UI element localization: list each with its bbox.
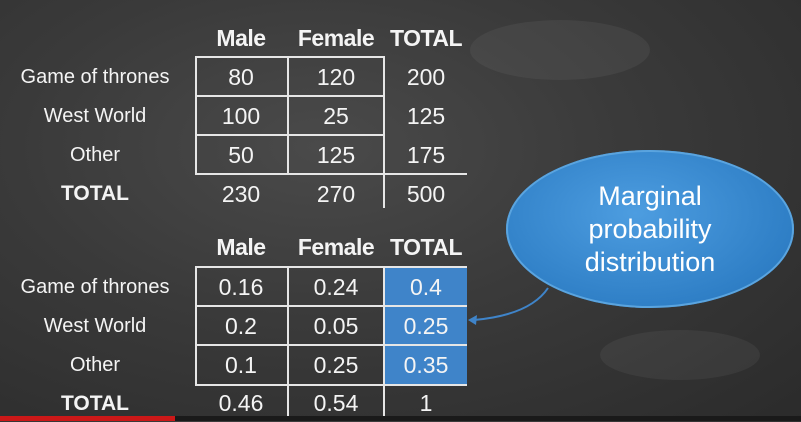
top-cell: 50 <box>228 141 254 168</box>
bottom-marginal-cell: 0.4 <box>410 273 442 300</box>
marginal-column-highlight <box>383 267 467 384</box>
callout-line-1: Marginal <box>598 180 702 211</box>
bottom-cell: 0.24 <box>313 273 359 300</box>
top-header-total: TOTAL <box>389 24 463 51</box>
video-progress-bar[interactable] <box>0 416 801 421</box>
top-cell: 80 <box>228 63 254 90</box>
top-cell: 120 <box>316 63 356 90</box>
table-grid-line <box>287 56 289 175</box>
bottom-cell: 0.05 <box>313 312 359 339</box>
bottom-row-label-west-world: West World <box>43 314 147 337</box>
bottom-total-cell: 0.46 <box>218 389 264 416</box>
table-grid-line <box>195 305 467 307</box>
table-grid-line <box>195 95 385 97</box>
table-grid-line <box>195 56 197 175</box>
top-cell: 100 <box>221 102 261 129</box>
table-grid-line <box>195 173 467 175</box>
table-grid-line <box>383 56 385 208</box>
bottom-row-label-other: Other <box>69 353 121 376</box>
bottom-total-cell: 1 <box>419 389 433 416</box>
bottom-cell: 0.25 <box>313 351 359 378</box>
bottom-cell: 0.1 <box>225 351 257 378</box>
bottom-header-total: TOTAL <box>389 233 463 260</box>
top-row-label-west-world: West World <box>43 104 147 127</box>
table-grid-line <box>195 384 467 386</box>
top-row-label-total: TOTAL <box>60 182 130 205</box>
bottom-marginal-cell: 0.25 <box>403 312 449 339</box>
callout-line-2: probability <box>588 213 712 244</box>
top-cell: 25 <box>323 102 349 129</box>
top-total-cell: 230 <box>221 180 261 207</box>
top-row-label-game-of-thrones: Game of thrones <box>20 65 170 88</box>
top-header-male: Male <box>216 24 266 51</box>
table-grid-line <box>195 266 197 386</box>
bottom-row-label-total: TOTAL <box>60 392 130 415</box>
top-total-cell: 500 <box>406 180 446 207</box>
bottom-header-female: Female <box>297 233 375 260</box>
table-grid-line <box>195 344 467 346</box>
video-progress-fill <box>0 416 175 421</box>
table-grid-line <box>383 266 385 421</box>
bottom-total-cell: 0.54 <box>313 389 359 416</box>
bottom-cell: 0.16 <box>218 273 264 300</box>
table-grid-line <box>195 266 467 268</box>
top-cell: 175 <box>406 141 446 168</box>
chalk-smudge <box>600 330 760 380</box>
top-cell: 125 <box>316 141 356 168</box>
table-grid-line <box>287 266 289 421</box>
bottom-header-male: Male <box>216 233 266 260</box>
chalk-smudge <box>470 20 650 80</box>
bottom-cell: 0.2 <box>225 312 257 339</box>
top-header-female: Female <box>297 24 375 51</box>
top-cell: 125 <box>406 102 446 129</box>
top-cell: 200 <box>406 63 446 90</box>
callout-arrow <box>468 287 549 325</box>
top-row-label-other: Other <box>69 143 121 166</box>
bottom-row-label-game-of-thrones: Game of thrones <box>20 275 170 298</box>
top-total-cell: 270 <box>316 180 356 207</box>
table-grid-line <box>195 134 385 136</box>
marginal-probability-callout: Marginal probability distribution <box>506 150 794 308</box>
callout-line-3: distribution <box>584 246 716 277</box>
table-grid-line <box>195 56 385 58</box>
bottom-marginal-cell: 0.35 <box>403 351 449 378</box>
